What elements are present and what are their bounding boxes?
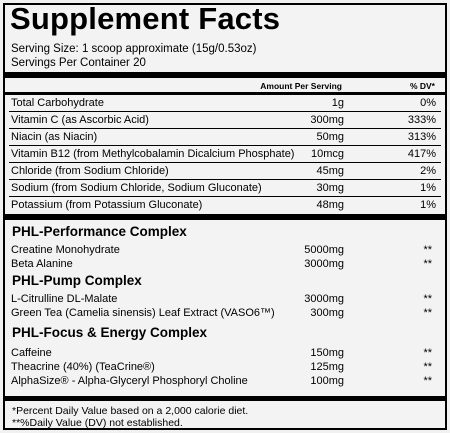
nutrient-dv: 2% [420, 165, 436, 177]
ingredient-row: Beta Alanine 3000mg ** [5, 256, 445, 272]
servings-per-container: Servings Per Container 20 [11, 57, 146, 69]
nutrient-row: Chloride (from Sodium Chloride) 45mg 2% [5, 163, 445, 179]
amount-header: Amount Per Serving [260, 81, 342, 91]
ingredient-row: L-Citrulline DL-Malate 3000mg ** [5, 291, 445, 307]
nutrient-name: Sodium (from Sodium Chloride, Sodium Glu… [11, 182, 262, 194]
row-divider [9, 162, 441, 163]
ingredient-name: Beta Alanine [11, 258, 73, 270]
ingredient-row: Theacrine (40%) (TeaCrine®) 125mg ** [5, 359, 445, 375]
nutrient-name: Niacin (as Niacin) [11, 131, 98, 143]
medium-divider [5, 92, 445, 95]
nutrient-row: Vitamin C (as Ascorbic Acid) 300mg 333% [5, 112, 445, 128]
ingredient-amount: 3000mg [304, 293, 344, 305]
ingredient-dv: ** [423, 244, 432, 256]
nutrient-dv: 313% [407, 131, 436, 143]
ingredient-name: Green Tea (Camelia sinensis) Leaf Extrac… [11, 307, 275, 319]
ingredient-name: Creatine Monohydrate [11, 244, 120, 256]
nutrient-row: Vitamin B12 (from Methylcobalamin Dicalc… [5, 146, 445, 162]
ingredient-name: Caffeine [11, 347, 52, 359]
ingredient-dv: ** [423, 258, 432, 270]
nutrient-amount: 300mg [310, 114, 344, 126]
nutrient-amount: 48mg [316, 199, 344, 211]
nutrient-dv: 333% [407, 114, 436, 126]
ingredient-row: Caffeine 150mg ** [5, 345, 445, 361]
nutrient-amount: 50mg [316, 131, 344, 143]
dv-header: % DV* [409, 81, 435, 91]
nutrient-dv: 0% [420, 97, 436, 109]
panel-title: Supplement Facts [10, 1, 281, 36]
complex-title-pump: PHL-Pump Complex [12, 273, 142, 288]
nutrient-name: Potassium (from Potassium Gluconate) [11, 199, 203, 211]
ingredient-dv: ** [423, 347, 432, 359]
ingredient-amount: 150mg [310, 347, 344, 359]
row-divider [9, 111, 441, 112]
ingredient-dv: ** [423, 293, 432, 305]
ingredient-dv: ** [423, 375, 432, 387]
ingredient-dv: ** [423, 361, 432, 373]
nutrient-amount: 45mg [316, 165, 344, 177]
ingredient-amount: 3000mg [304, 258, 344, 270]
ingredient-amount: 125mg [310, 361, 344, 373]
nutrient-row: Potassium (from Potassium Gluconate) 48m… [5, 197, 445, 213]
ingredient-name: Theacrine (40%) (TeaCrine®) [11, 361, 155, 373]
ingredient-name: L-Citrulline DL-Malate [11, 293, 118, 305]
nutrient-amount: 1g [331, 97, 344, 109]
complex-title-performance: PHL-Performance Complex [12, 224, 187, 239]
ingredient-row: Green Tea (Camelia sinensis) Leaf Extrac… [5, 305, 445, 321]
nutrient-amount: 10mcg [310, 148, 344, 160]
nutrient-name: Chloride (from Sodium Chloride) [11, 165, 169, 177]
supplement-facts-panel: Supplement Facts Serving Size: 1 scoop a… [3, 1, 447, 430]
nutrient-name: Total Carbohydrate [11, 97, 104, 109]
nutrient-dv: 1% [420, 199, 436, 211]
nutrient-dv: 417% [407, 148, 436, 160]
nutrient-name: Vitamin C (as Ascorbic Acid) [11, 114, 149, 126]
nutrient-row: Total Carbohydrate 1g 0% [5, 95, 445, 111]
row-divider [9, 196, 441, 197]
nutrient-amount: 30mg [316, 182, 344, 194]
thick-divider [5, 72, 445, 78]
thick-divider [5, 214, 445, 220]
row-divider [9, 145, 441, 146]
ingredient-amount: 5000mg [304, 244, 344, 256]
ingredient-amount: 300mg [310, 307, 344, 319]
nutrient-row: Sodium (from Sodium Chloride, Sodium Glu… [5, 180, 445, 196]
ingredient-row: Creatine Monohydrate 5000mg ** [5, 242, 445, 258]
serving-size: Serving Size: 1 scoop approximate (15g/0… [11, 43, 257, 55]
ingredient-name: AlphaSize® - Alpha-Glyceryl Phosphoryl C… [11, 375, 248, 387]
ingredient-dv: ** [423, 307, 432, 319]
row-divider [9, 179, 441, 180]
complex-title-focus-energy: PHL-Focus & Energy Complex [12, 325, 208, 340]
nutrient-row: Niacin (as Niacin) 50mg 313% [5, 129, 445, 145]
row-divider [9, 128, 441, 129]
footnote-dv: *Percent Daily Value based on a 2,000 ca… [12, 405, 249, 417]
nutrient-dv: 1% [420, 182, 436, 194]
footnote-not-established: **%Daily Value (DV) not established. [12, 417, 183, 429]
nutrient-name: Vitamin B12 (from Methylcobalamin Dicalc… [11, 148, 295, 160]
thick-divider [5, 396, 445, 401]
ingredient-amount: 100mg [310, 375, 344, 387]
ingredient-row: AlphaSize® - Alpha-Glyceryl Phosphoryl C… [5, 373, 445, 389]
